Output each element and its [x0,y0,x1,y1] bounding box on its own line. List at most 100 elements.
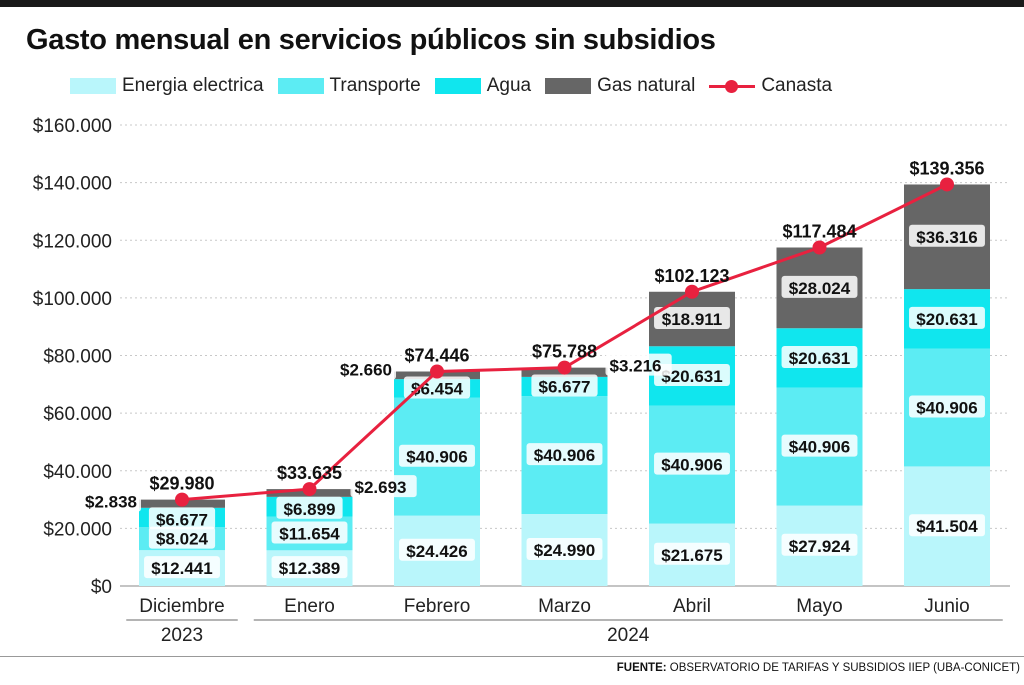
bar-label-energia: $41.504 [916,517,978,536]
source-note: FUENTE: OBSERVATORIO DE TARIFAS Y SUBSID… [617,662,1020,674]
bar-label-gas: $28.024 [789,279,851,298]
canasta-point [557,360,572,375]
bar-label-energia: $21.675 [661,546,722,565]
footer-divider [0,656,1024,657]
bar-label-agua-bg [148,507,216,530]
legend-swatch-canasta [709,78,756,94]
bar-label-gas-bg [74,489,141,512]
bar-label-gas: $3.216 [610,357,662,376]
legend-label-transporte: Transporte [329,75,421,96]
bar-label-transporte-bg [526,443,603,466]
y-tick-label: $120.000 [33,231,112,252]
legend: Energia electrica Transporte Agua Gas na… [70,72,832,100]
top-bar [0,0,1024,7]
bar-label-energia-bg [271,556,348,579]
bar-label-energia: $24.990 [534,541,595,560]
x-tick-label: Febrero [404,596,471,617]
bar-label-agua-bg [909,306,985,329]
legend-item-transporte: Transporte [277,75,421,97]
y-tick-label: $20.000 [43,519,112,540]
bar-label-transporte: $40.906 [916,398,977,417]
canasta-point [940,177,954,192]
bar-label-agua: $6.899 [284,500,336,519]
bar-label-gas-bg [605,353,672,376]
canasta-total-label: $29.980 [149,474,214,494]
y-tick-label: $100.000 [33,289,112,310]
legend-swatch-transporte [277,78,324,94]
canasta-total-label: $74.446 [404,346,469,366]
x-tick-label: Enero [284,596,335,617]
canasta-total-label: $117.484 [782,221,856,241]
bar-label-energia-bg [781,533,858,556]
x-tick-label: Mayo [796,596,842,617]
canasta-point [302,482,317,497]
bar-label-transporte: $40.906 [789,438,850,457]
legend-item-agua: Agua [434,75,532,97]
bar-label-agua-bg [654,363,730,386]
bar-label-agua: $6.677 [156,510,208,529]
bar-label-transporte-bg [909,395,985,418]
bar-label-energia: $24.426 [406,542,467,561]
bar-label-agua: $20.631 [661,367,722,386]
bar-label-transporte-bg [781,434,858,457]
x-tick-label: Abril [673,596,711,617]
legend-label-canasta: Canasta [761,75,833,96]
y-tick-label: $140.000 [33,174,112,195]
canasta-point [430,364,444,379]
legend-item-gas: Gas natural [545,75,695,97]
bar-label-energia: $12.441 [151,559,212,578]
source-prefix: FUENTE: [616,662,667,674]
bar-label-transporte: $40.906 [661,456,722,475]
canasta-total-label: $102.123 [654,266,729,286]
bar-label-agua-bg [276,496,343,519]
year-group-label: 2024 [607,625,650,646]
bar-label-agua-bg [531,374,598,397]
canasta-total-label: $33.635 [277,463,342,483]
bar-label-gas-bg [654,307,730,330]
canasta-total-label: $139.356 [909,158,984,178]
bar-label-agua: $6.677 [539,378,591,397]
bar-label-transporte: $40.906 [534,446,595,465]
bar-label-gas: $36.316 [916,228,977,247]
bar-label-gas-bg [329,357,396,380]
y-tick-label: $60.000 [43,404,112,425]
bar-label-gas: $2.838 [85,493,137,512]
x-tick-label: Junio [924,596,969,617]
canasta-point [812,240,827,255]
x-tick-label: Marzo [538,596,591,617]
bar-label-transporte-bg [399,444,475,467]
bar-label-agua-bg [403,376,471,399]
bar-label-gas: $2.693 [355,478,407,497]
legend-label-gas: Gas natural [597,75,696,96]
source-text: OBSERVATORIO DE TARIFAS Y SUBSIDIOS IIEP… [669,662,1020,674]
legend-swatch-energia [70,78,116,94]
canasta-total-label: $75.788 [532,342,597,362]
bar-label-transporte-bg [654,452,730,475]
bar-label-agua-bg [781,345,858,368]
year-group-label: 2023 [161,625,203,646]
legend-item-energia: Energia electrica [70,75,264,97]
legend-swatch-agua [434,78,481,94]
bar-label-energia: $12.389 [279,559,340,578]
bar-label-gas: $2.660 [340,361,392,380]
bar-label-transporte-bg [148,526,216,549]
legend-label-agua: Agua [486,75,532,96]
y-tick-label: $0 [91,577,112,598]
bar-label-agua: $20.631 [916,310,977,329]
bar-label-energia-bg [654,542,730,565]
y-tick-label: $80.000 [43,347,112,368]
bar-label-transporte: $8.024 [156,530,209,549]
canasta-point [175,492,189,507]
bar-label-transporte: $40.906 [406,448,467,467]
bar-label-gas-bg [909,224,985,247]
bar-label-energia-bg [526,537,603,560]
x-tick-label: Diciembre [139,596,225,617]
bar-label-energia-bg [399,538,475,561]
bar-label-agua: $20.631 [789,349,850,368]
bar-label-energia: $27.924 [789,537,851,556]
canasta-point [685,284,699,299]
bar-label-transporte-bg [271,521,348,544]
legend-label-energia: Energia electrica [122,75,264,96]
bar-label-gas-bg [350,475,417,498]
